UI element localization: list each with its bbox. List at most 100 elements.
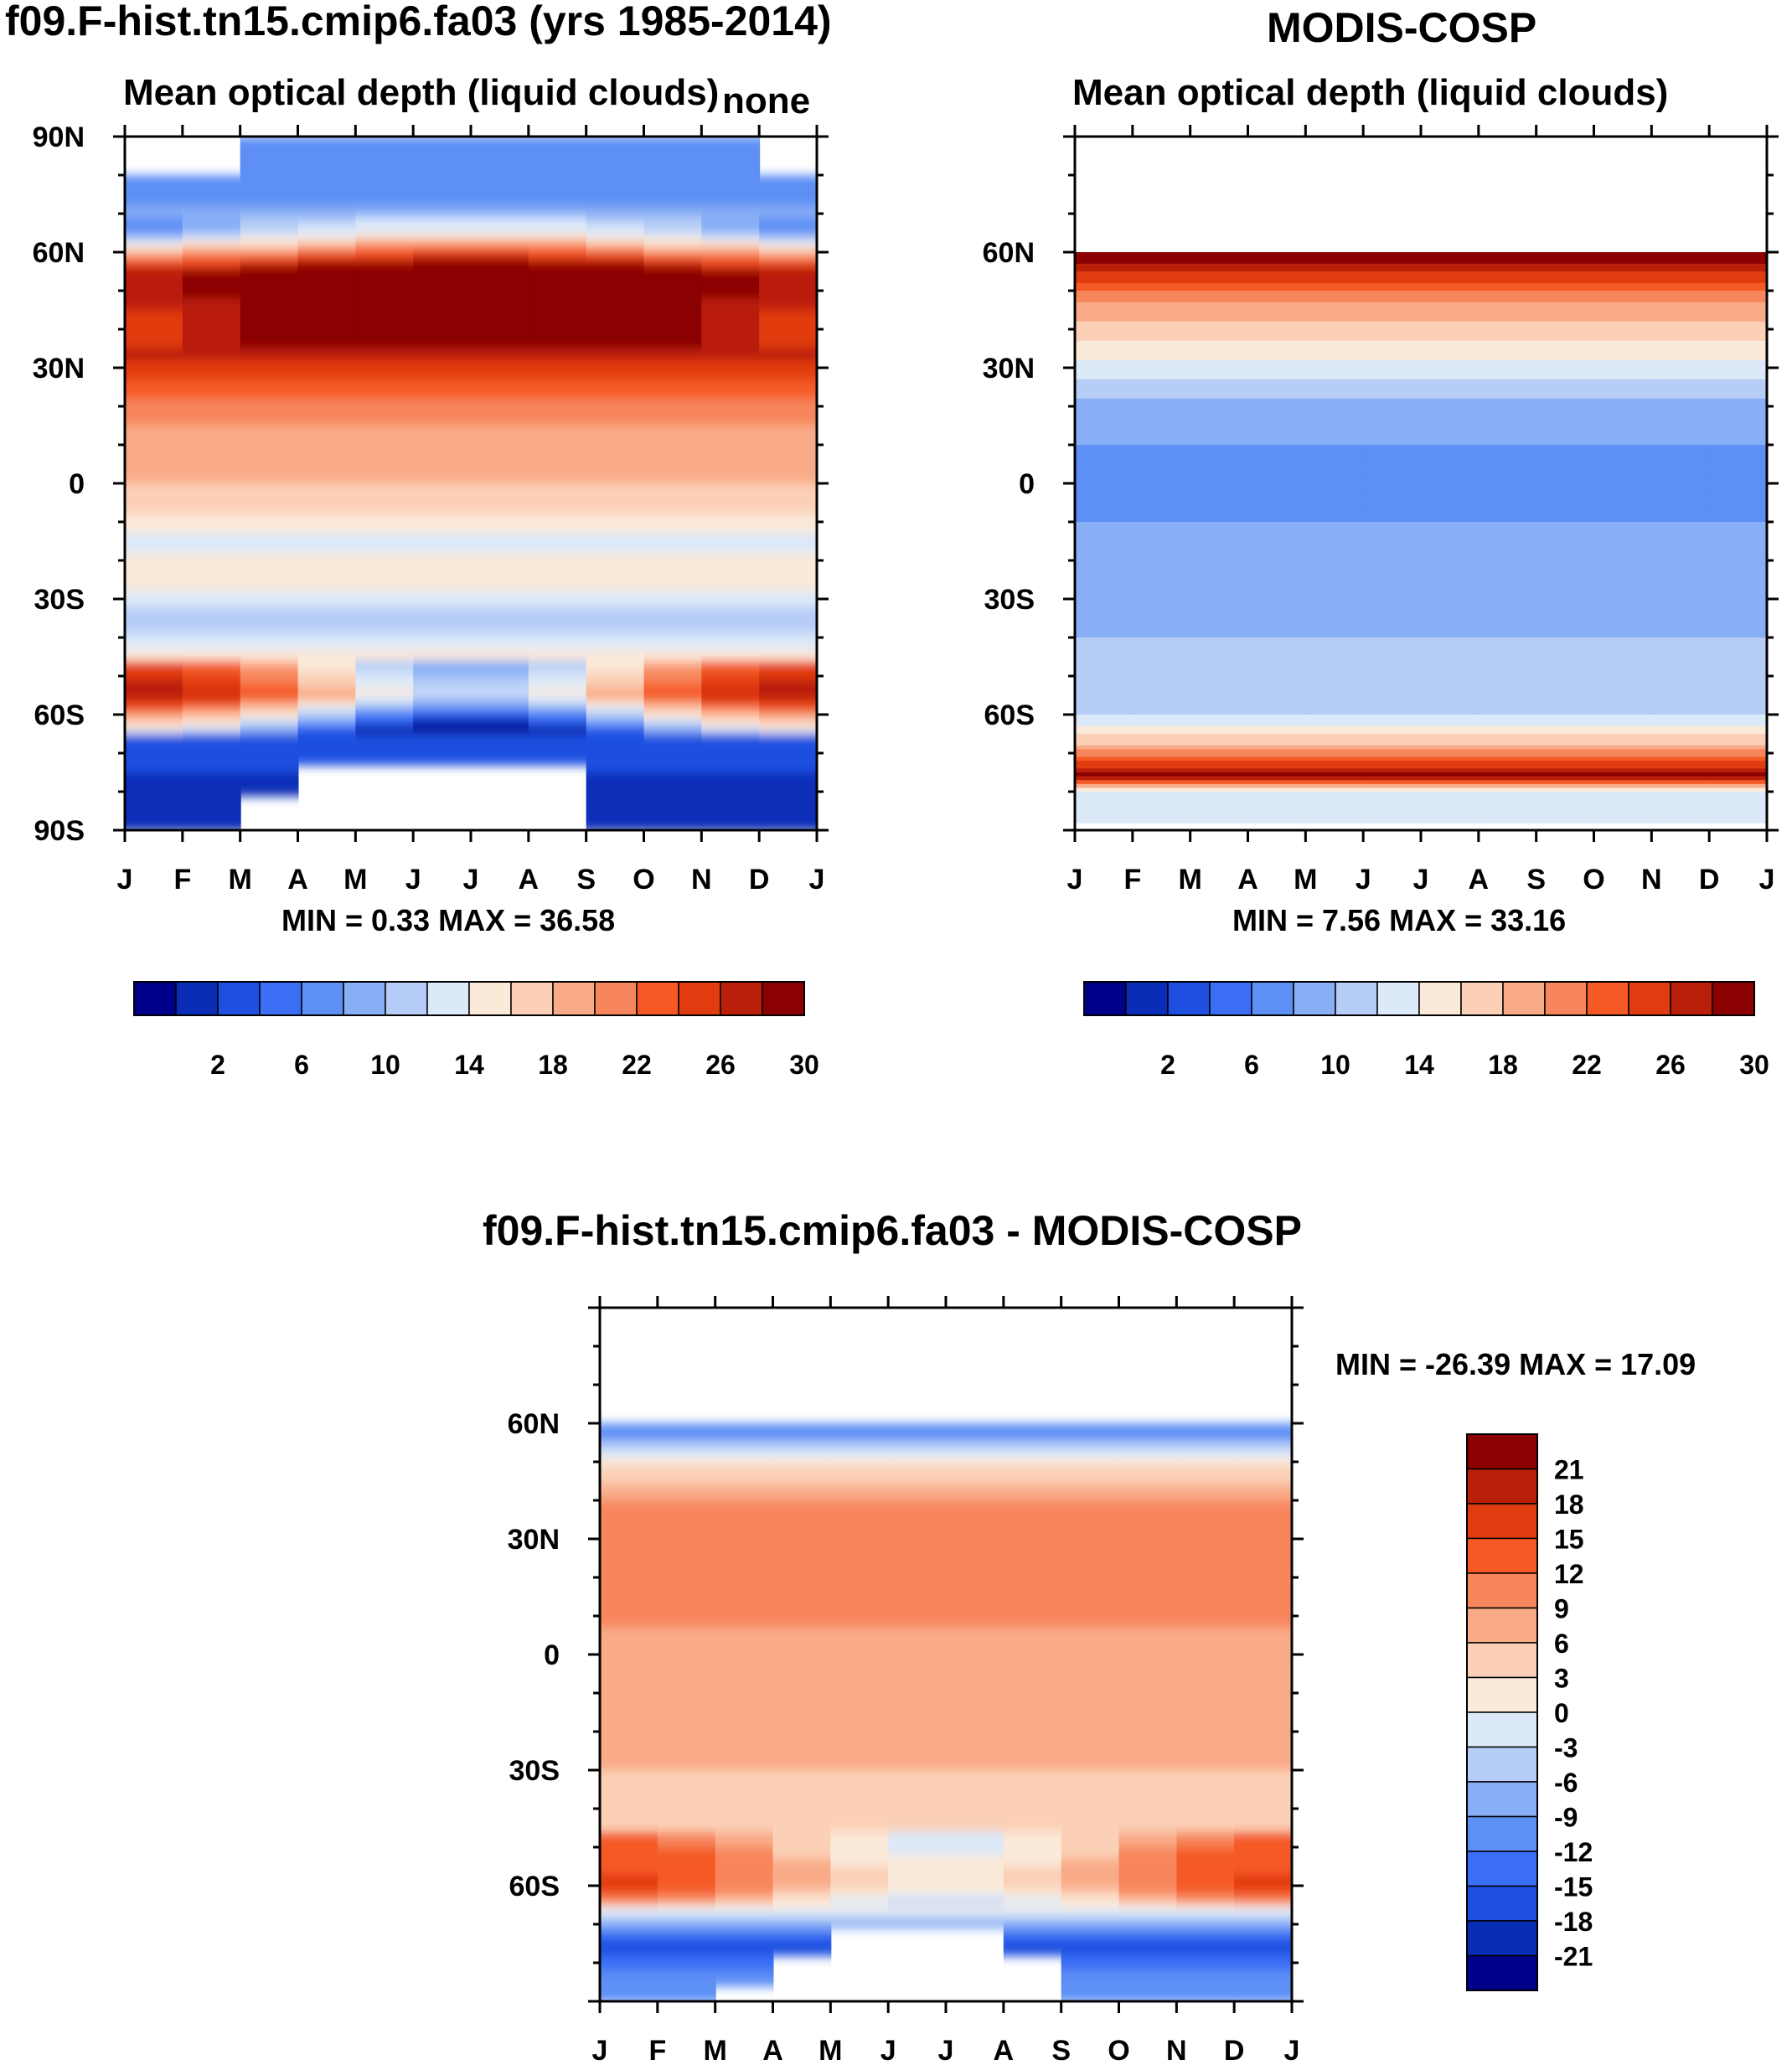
cell (1061, 1462, 1120, 1467)
cell (1536, 549, 1595, 554)
cell (297, 248, 357, 253)
cell (1003, 1612, 1062, 1617)
cell (125, 472, 183, 477)
cell (528, 734, 587, 739)
cell (1247, 329, 1307, 334)
cell (586, 556, 645, 561)
cell (297, 618, 357, 623)
cell (125, 456, 183, 462)
cell (1061, 1515, 1120, 1520)
cell (1593, 294, 1653, 300)
cell (701, 491, 761, 496)
cell (759, 633, 817, 638)
cell (1651, 294, 1711, 300)
cell (701, 622, 761, 627)
cell (1132, 275, 1191, 281)
cell (240, 614, 299, 619)
cell (182, 772, 241, 777)
cell (1709, 552, 1767, 558)
cell (1075, 333, 1134, 338)
cell (1118, 1573, 1178, 1578)
cell (1478, 294, 1537, 300)
cell (471, 695, 529, 700)
cell (1075, 803, 1134, 808)
cell (888, 1727, 947, 1732)
cell (1247, 556, 1307, 561)
cell (1061, 1535, 1120, 1540)
cell (1363, 768, 1422, 773)
cell (643, 541, 703, 546)
cell (355, 580, 415, 585)
cell (1536, 329, 1595, 334)
cell (657, 1654, 716, 1660)
cell (1478, 764, 1537, 770)
cell (1118, 1612, 1178, 1617)
cell (182, 657, 241, 662)
cell (600, 1546, 658, 1551)
cell (1593, 556, 1653, 561)
cell (297, 614, 357, 619)
cell (1305, 552, 1365, 558)
cell (772, 1650, 832, 1655)
cell (297, 722, 357, 727)
cell (1075, 467, 1134, 473)
cell (586, 433, 645, 438)
cell (1593, 811, 1653, 816)
cell (528, 456, 587, 462)
cell (1536, 618, 1595, 623)
cell (1190, 506, 1249, 512)
cell (1536, 260, 1595, 265)
cell (355, 387, 415, 392)
cell (1176, 1727, 1236, 1732)
cell (240, 317, 299, 323)
cell (1421, 576, 1480, 581)
cell (471, 684, 529, 689)
cell (1132, 591, 1191, 596)
cell (759, 595, 817, 600)
cell (715, 1720, 774, 1725)
cell (1593, 745, 1653, 751)
cell (1305, 398, 1365, 404)
cell (1176, 1577, 1236, 1582)
cell (1709, 302, 1767, 307)
cell (1421, 445, 1480, 450)
cell (528, 337, 587, 342)
cell (1061, 1654, 1120, 1660)
cell (125, 737, 183, 743)
cell (1132, 776, 1191, 782)
cell (1075, 491, 1134, 496)
cell (1234, 1650, 1292, 1655)
cell (1118, 1492, 1178, 1498)
cell (657, 1508, 716, 1513)
cell (759, 421, 817, 426)
cell (946, 1612, 1004, 1617)
cell (1305, 580, 1365, 585)
cell (701, 475, 761, 481)
cell (1709, 811, 1767, 816)
cell (471, 417, 529, 423)
cell (1132, 695, 1191, 700)
cell (1075, 410, 1134, 416)
cell (1075, 618, 1134, 623)
cell (1003, 1542, 1062, 1548)
cell (528, 178, 587, 184)
cell (1190, 622, 1249, 627)
cell (643, 183, 703, 188)
cell (1190, 337, 1249, 342)
cell (413, 137, 472, 142)
cell (413, 725, 472, 731)
cell (586, 776, 645, 782)
cell (125, 610, 183, 616)
cell (125, 715, 183, 720)
cell (1593, 275, 1653, 281)
cell (1536, 460, 1595, 465)
cell (182, 599, 241, 604)
cell (759, 433, 817, 438)
cell (413, 252, 472, 257)
cell (1593, 383, 1653, 388)
cell (182, 494, 241, 500)
cell (1118, 1585, 1178, 1590)
cell (759, 359, 817, 365)
cell (297, 657, 357, 662)
